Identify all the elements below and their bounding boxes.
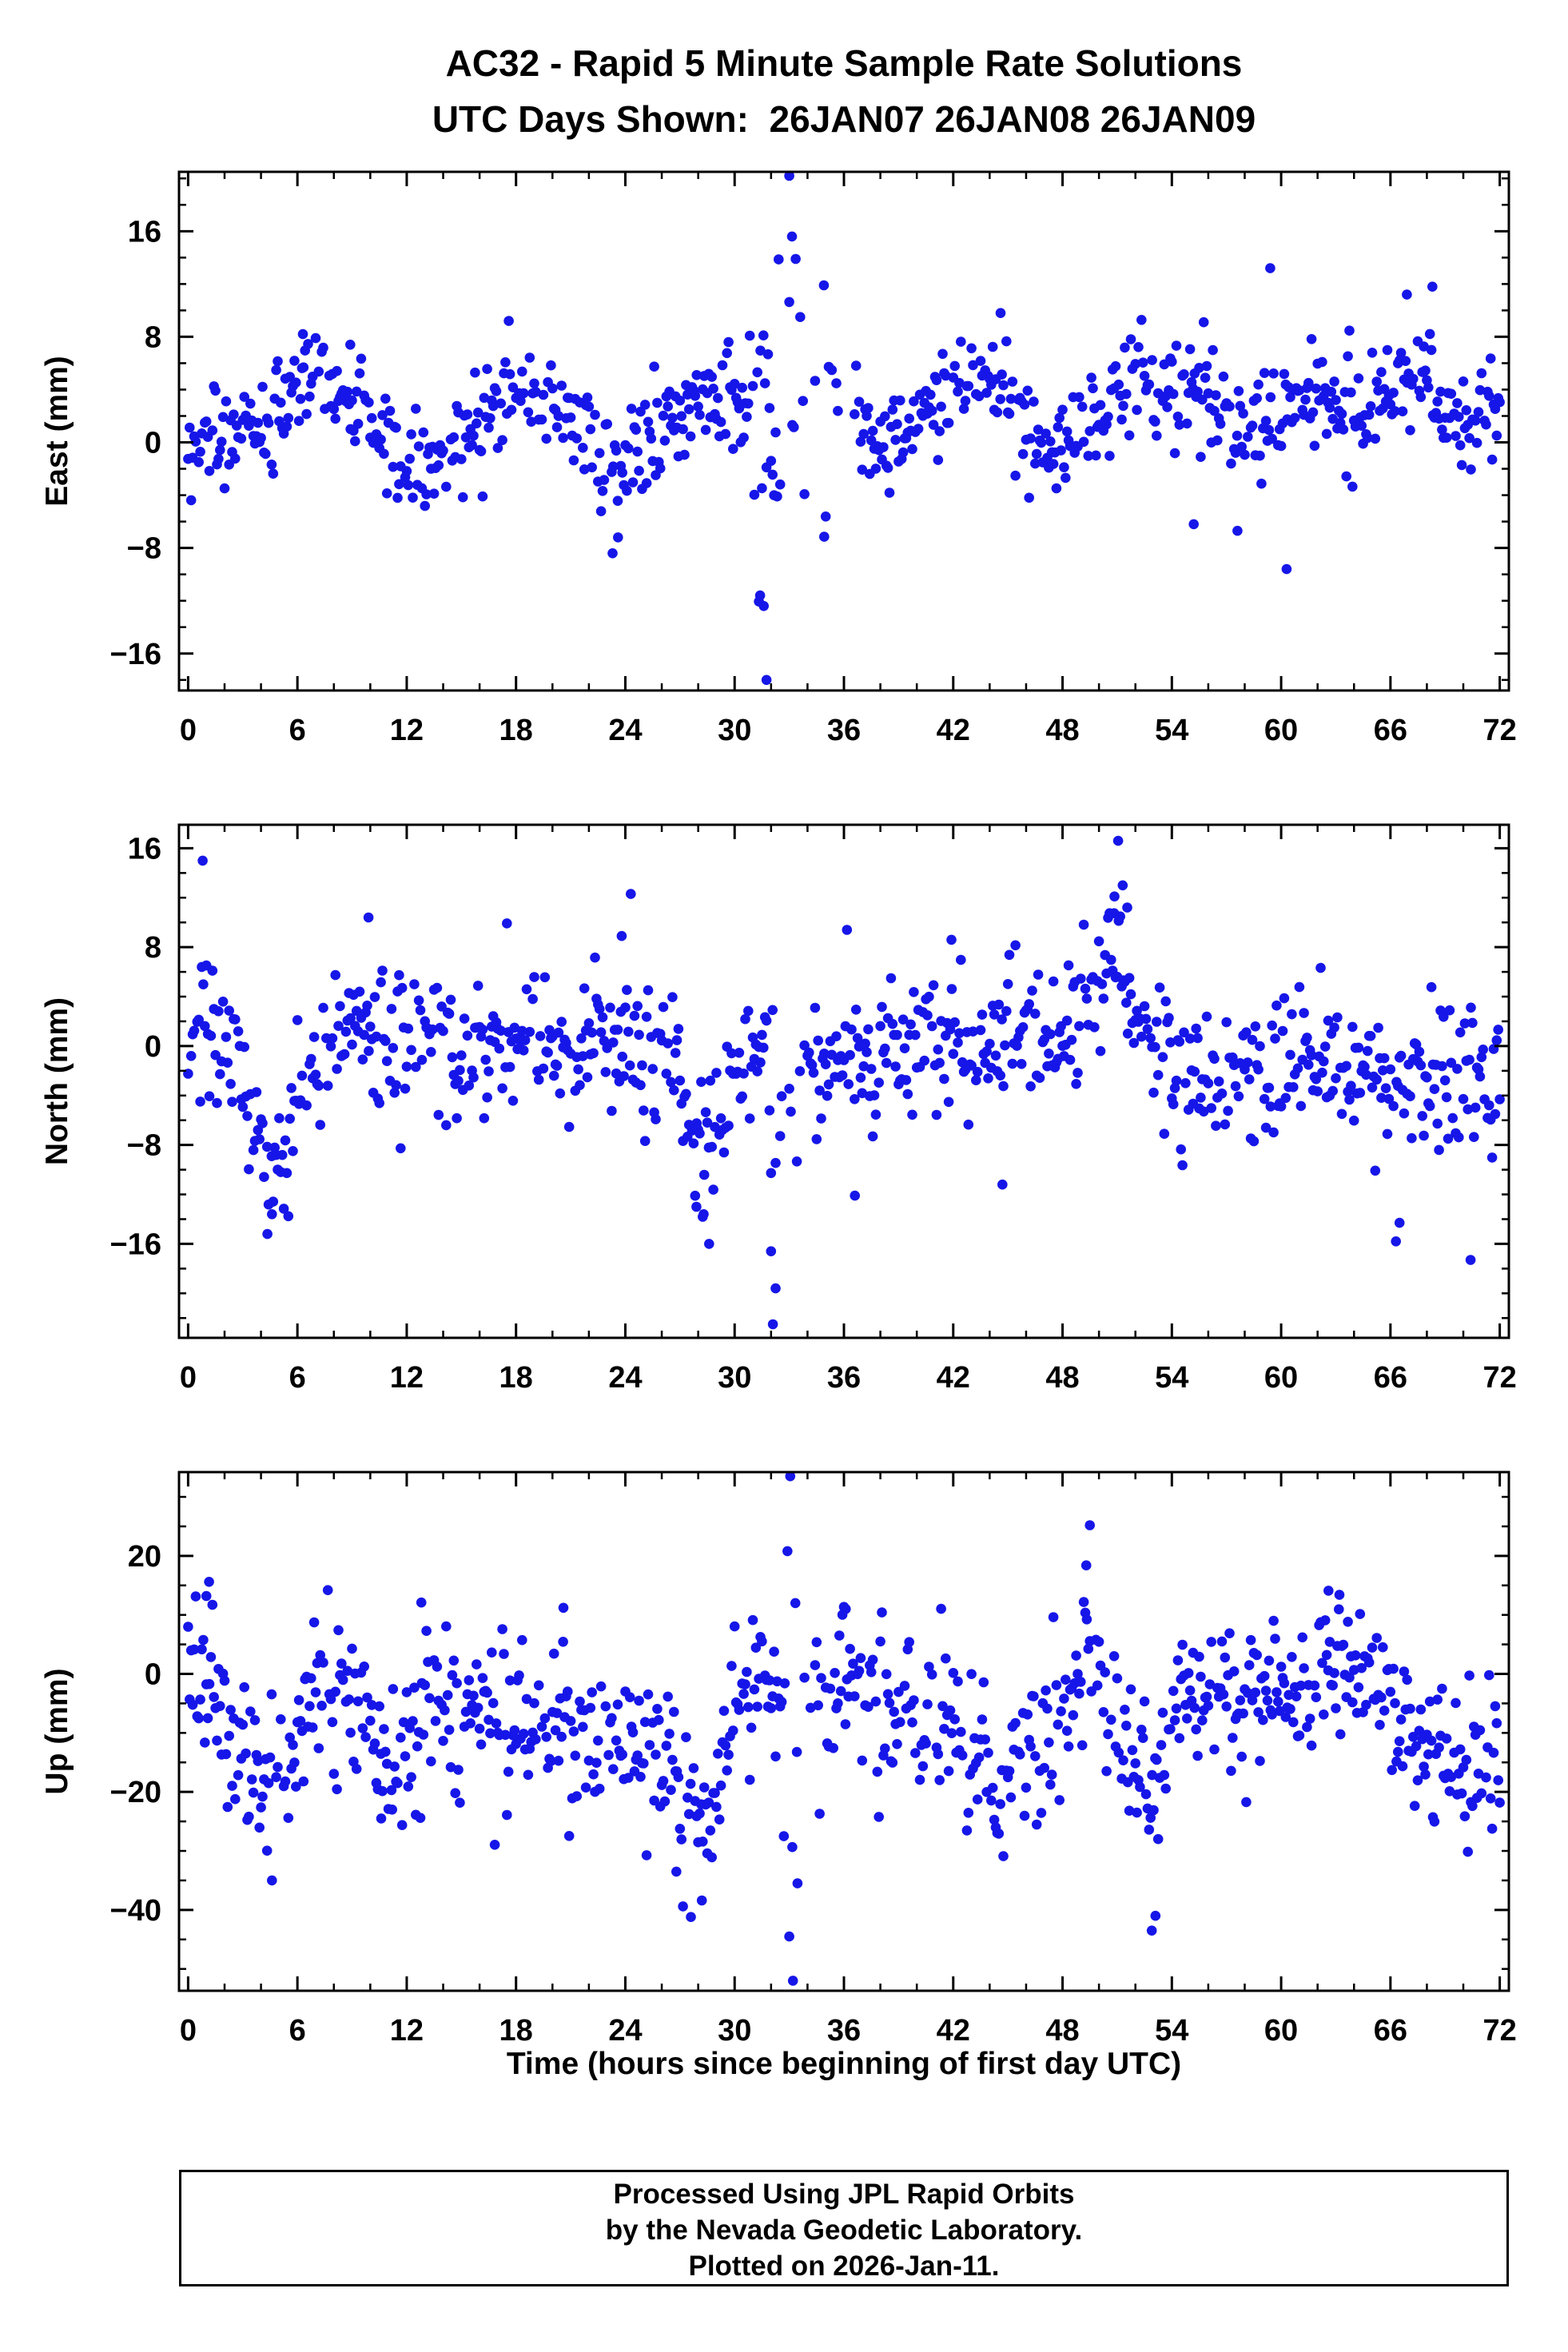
x-tick-label: 42 — [937, 714, 970, 747]
x-tick-label: 12 — [390, 2014, 424, 2048]
footer-line-3: Plotted on 2026-Jan-11. — [688, 2251, 1000, 2282]
x-tick-label: 60 — [1264, 1361, 1298, 1395]
x-tick-label: 12 — [390, 714, 424, 747]
x-tick-label: 42 — [937, 1361, 970, 1395]
x-tick-label: 48 — [1045, 2014, 1079, 2048]
x-tick-label: 72 — [1482, 1361, 1516, 1395]
north-ticks — [179, 825, 1509, 1338]
x-tick-label: 18 — [499, 714, 533, 747]
y-tick-label: 20 — [128, 1540, 161, 1574]
x-axis-title: Time (hours since beginning of first day… — [506, 2047, 1182, 2081]
x-tick-label: 66 — [1374, 1361, 1407, 1395]
chart-subtitle: UTC Days Shown: 26JAN07 26JAN08 26JAN09 — [432, 98, 1256, 140]
x-tick-label: 24 — [608, 1361, 642, 1395]
y-tick-label: 0 — [145, 427, 161, 460]
y-tick-label: −16 — [110, 1228, 161, 1261]
north-points — [183, 835, 1505, 1330]
x-tick-label: 6 — [289, 2014, 306, 2048]
x-tick-label: 54 — [1155, 714, 1188, 747]
x-tick-label: 60 — [1264, 2014, 1298, 2048]
y-tick-label: 8 — [145, 931, 161, 965]
up-points — [183, 1472, 1505, 1986]
x-tick-label: 30 — [718, 2014, 751, 2048]
x-tick-label: 6 — [289, 1361, 306, 1395]
x-tick-label: 24 — [608, 2014, 642, 2048]
east-ticks — [179, 172, 1509, 690]
y-tick-label: 0 — [145, 1030, 161, 1064]
y-tick-label: 0 — [145, 1658, 161, 1692]
y-tick-label: −8 — [127, 1129, 161, 1163]
x-tick-label: 36 — [827, 1361, 861, 1395]
x-tick-label: 12 — [390, 1361, 424, 1395]
x-tick-label: 66 — [1374, 2014, 1407, 2048]
x-tick-label: 18 — [499, 2014, 533, 2048]
x-tick-label: 48 — [1045, 1361, 1079, 1395]
y-tick-label: 16 — [128, 215, 161, 249]
footer-box: Processed Using JPL Rapid Orbits by the … — [179, 2170, 1509, 2286]
x-tick-label: 30 — [718, 1361, 751, 1395]
x-tick-label: 24 — [608, 714, 642, 747]
north-panel: 0 6 12 18 24 30 36 42 48 54 60 66 72 −16 −8 0 8 16 North (… — [40, 823, 1517, 1395]
north-axis-label: North (mm) — [40, 997, 74, 1165]
y-tick-label: 8 — [145, 320, 161, 354]
north-frame — [177, 823, 1510, 1339]
y-tick-label: −20 — [110, 1776, 161, 1809]
x-tick-label: 30 — [718, 714, 751, 747]
y-tick-label: 16 — [128, 832, 161, 866]
up-panel: 0 6 12 18 24 30 36 42 48 54 60 66 72 −40 −20 0 20 Up (mm) — [40, 1470, 1517, 2048]
x-tick-label: 72 — [1482, 2014, 1516, 2048]
up-axis-label: Up (mm) — [40, 1668, 74, 1794]
x-tick-label: 42 — [937, 2014, 970, 2048]
footer-line-2: by the Nevada Geodetic Laboratory. — [605, 2215, 1083, 2246]
x-tick-label: 48 — [1045, 714, 1079, 747]
x-tick-label: 60 — [1264, 714, 1298, 747]
x-tick-label: 54 — [1155, 2014, 1188, 2048]
x-tick-label: 18 — [499, 1361, 533, 1395]
chart-title: AC32 - Rapid 5 Minute Sample Rate Soluti… — [445, 42, 1243, 84]
x-tick-label: 0 — [180, 2014, 197, 2048]
y-tick-label: −40 — [110, 1894, 161, 1928]
footer-line-1: Processed Using JPL Rapid Orbits — [613, 2179, 1075, 2210]
x-tick-label: 36 — [827, 2014, 861, 2048]
up-ticks — [179, 1472, 1509, 1991]
x-tick-label: 66 — [1374, 714, 1407, 747]
east-axis-label: East (mm) — [40, 356, 74, 507]
x-tick-label: 36 — [827, 714, 861, 747]
x-tick-label: 0 — [180, 1361, 197, 1395]
east-panel: 0 6 12 18 24 30 36 42 48 54 60 66 72 −16 −8 0 8 16 East (m… — [40, 170, 1517, 747]
x-tick-label: 72 — [1482, 714, 1516, 747]
y-tick-label: −16 — [110, 638, 161, 671]
east-points — [183, 172, 1505, 686]
y-tick-label: −8 — [127, 532, 161, 566]
x-tick-label: 54 — [1155, 1361, 1188, 1395]
x-tick-label: 6 — [289, 714, 306, 747]
x-tick-label: 0 — [180, 714, 197, 747]
